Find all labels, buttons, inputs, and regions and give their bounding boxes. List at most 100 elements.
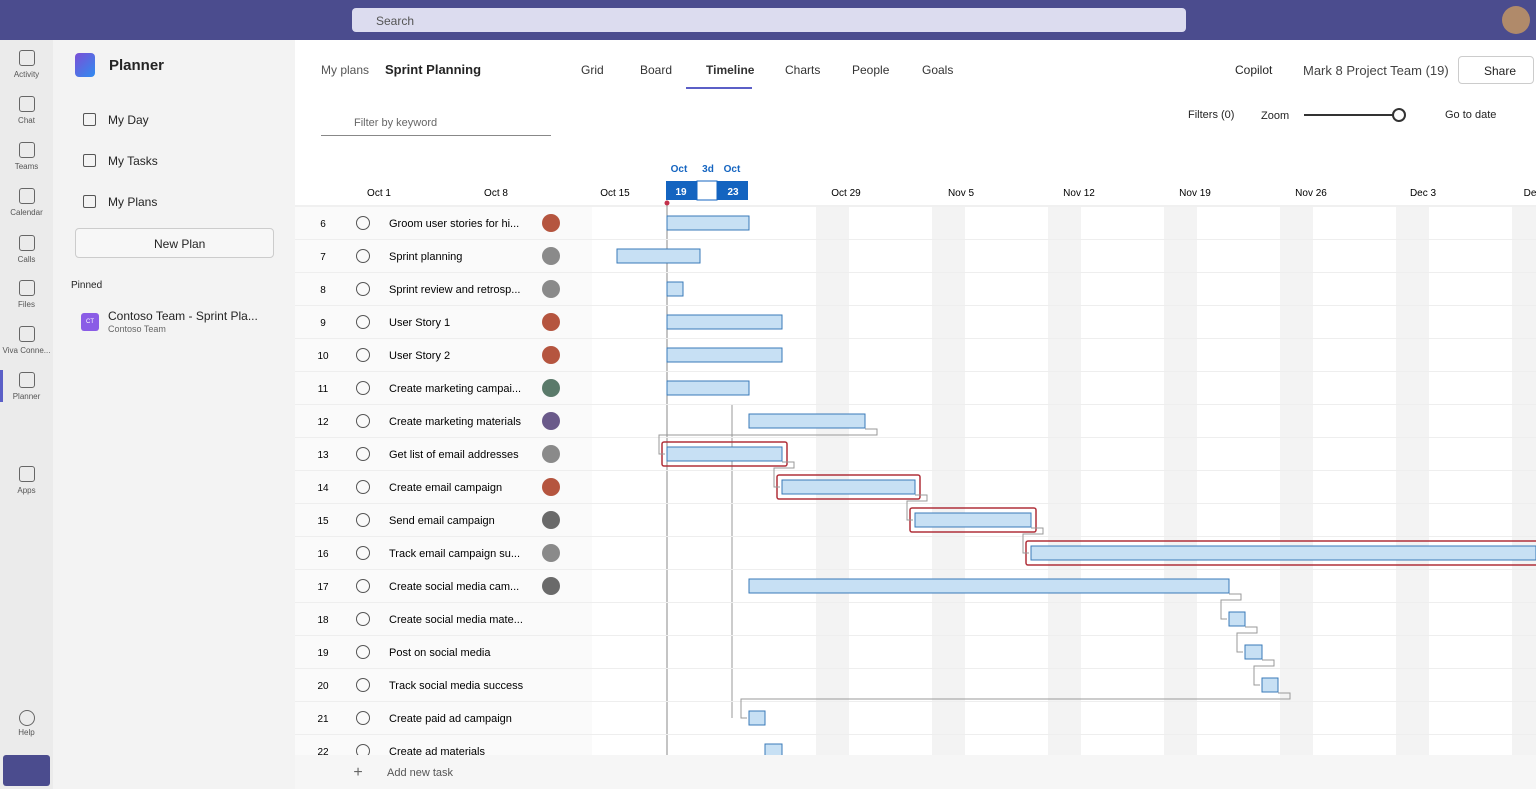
task-name[interactable]: Create email campaign bbox=[389, 482, 502, 494]
plan-title[interactable]: Sprint Planning bbox=[385, 62, 482, 77]
date-label: Nov 19 bbox=[1179, 188, 1211, 199]
dependency-arrow bbox=[773, 461, 795, 488]
rail-icon[interactable] bbox=[19, 142, 35, 158]
task-checkbox[interactable] bbox=[356, 348, 370, 362]
selection-label: 23 bbox=[727, 187, 739, 198]
rail-icon[interactable] bbox=[19, 710, 35, 726]
date-label: Nov 26 bbox=[1295, 188, 1327, 199]
task-checkbox[interactable] bbox=[356, 447, 370, 461]
view-tab[interactable]: Timeline bbox=[706, 63, 755, 77]
task-name[interactable]: Track social media success bbox=[389, 680, 524, 692]
task-bar[interactable] bbox=[914, 512, 1032, 528]
task-bar[interactable] bbox=[748, 413, 866, 429]
task-checkbox[interactable] bbox=[356, 414, 370, 428]
task-bar[interactable] bbox=[666, 380, 750, 396]
task-name[interactable]: Create marketing campai... bbox=[389, 383, 521, 395]
task-checkbox[interactable] bbox=[356, 249, 370, 263]
task-checkbox[interactable] bbox=[356, 678, 370, 692]
download[interactable] bbox=[0, 749, 53, 789]
nav-item[interactable]: My Day bbox=[108, 113, 149, 127]
task-bar[interactable] bbox=[748, 578, 1230, 594]
task-name[interactable]: Create marketing materials bbox=[389, 416, 522, 428]
task-bar[interactable] bbox=[781, 479, 916, 495]
view-tab[interactable]: People bbox=[852, 63, 890, 77]
task-bar[interactable] bbox=[666, 446, 783, 462]
zoom-thumb[interactable] bbox=[1392, 108, 1406, 122]
task-checkbox[interactable] bbox=[356, 315, 370, 329]
go-to-date[interactable]: Go to date bbox=[1445, 109, 1497, 121]
search-box[interactable]: Search bbox=[352, 8, 1186, 32]
task-name[interactable]: Create paid ad campaign bbox=[389, 713, 512, 725]
task-bar[interactable] bbox=[1228, 611, 1246, 627]
task-bar[interactable] bbox=[666, 314, 783, 330]
date-label: Nov 5 bbox=[948, 188, 975, 199]
task-name[interactable]: Track email campaign su... bbox=[389, 548, 520, 560]
view-tab[interactable]: Charts bbox=[785, 63, 821, 77]
task-name[interactable]: Send email campaign bbox=[389, 515, 495, 527]
task-checkbox[interactable] bbox=[356, 381, 370, 395]
task-number: 9 bbox=[320, 318, 326, 329]
task-name[interactable]: User Story 1 bbox=[389, 317, 450, 329]
task-bar[interactable] bbox=[666, 215, 750, 231]
rail-icon[interactable] bbox=[19, 188, 35, 204]
rail-label: Calendar bbox=[10, 208, 43, 217]
pinned-plan-name[interactable]: Contoso Team - Sprint Pla... bbox=[108, 309, 258, 323]
task-name[interactable]: Sprint review and retrosp... bbox=[389, 284, 520, 296]
add-task[interactable]: Add new task bbox=[387, 767, 454, 779]
breadcrumb[interactable]: My plans bbox=[321, 63, 370, 77]
app-bar: Search bbox=[0, 0, 1536, 40]
task-bar[interactable] bbox=[1244, 644, 1263, 660]
sidebar: Planner New Plan Pinned CT Contoso Team … bbox=[53, 40, 295, 789]
view-tab[interactable]: Board bbox=[640, 63, 673, 77]
task-checkbox[interactable] bbox=[356, 513, 370, 527]
task-number: 10 bbox=[317, 351, 329, 362]
rail-icon[interactable] bbox=[19, 372, 35, 388]
team-button[interactable]: Mark 8 Project Team (19) bbox=[1303, 63, 1449, 78]
profile-avatar[interactable] bbox=[1502, 6, 1530, 34]
task-name[interactable]: User Story 2 bbox=[389, 350, 450, 362]
copilot-button[interactable]: Copilot bbox=[1235, 63, 1273, 77]
timeline: Oct 1 Oct 8 Oct 15 Oct 29 Nov 5 Nov 12 Nov 19 N… bbox=[295, 164, 1536, 789]
rail-icon[interactable] bbox=[19, 96, 35, 112]
assignee-avatar bbox=[542, 544, 560, 562]
task-checkbox[interactable] bbox=[356, 282, 370, 296]
rail-label: Teams bbox=[14, 162, 39, 171]
task-checkbox[interactable] bbox=[356, 480, 370, 494]
weekend-shade bbox=[932, 207, 965, 767]
filters-button[interactable]: Filters (0) bbox=[1188, 109, 1235, 121]
task-bar[interactable] bbox=[666, 347, 783, 363]
rail-label: Chat bbox=[18, 116, 35, 125]
task-name[interactable]: Sprint planning bbox=[389, 251, 462, 263]
task-bar[interactable] bbox=[1030, 545, 1536, 561]
view-tab[interactable]: Goals bbox=[922, 63, 954, 77]
task-name[interactable]: Create social media mate... bbox=[389, 614, 523, 626]
task-bar[interactable] bbox=[666, 281, 684, 297]
rail-label: Activity bbox=[13, 70, 40, 79]
task-checkbox[interactable] bbox=[356, 711, 370, 725]
new-plan-button[interactable]: New Plan bbox=[75, 228, 274, 258]
active-tab-indicator bbox=[686, 87, 752, 89]
task-checkbox[interactable] bbox=[356, 546, 370, 560]
task-name[interactable]: Create social media cam... bbox=[389, 581, 519, 593]
task-name[interactable]: Post on social media bbox=[389, 647, 491, 659]
share-button[interactable]: Share bbox=[1458, 56, 1534, 84]
nav-item[interactable]: My Tasks bbox=[108, 154, 158, 168]
task-name[interactable]: Groom user stories for hi... bbox=[389, 218, 519, 230]
view-tab[interactable]: Grid bbox=[581, 63, 604, 77]
task-name[interactable]: Get list of email addresses bbox=[389, 449, 519, 461]
task-bar[interactable] bbox=[616, 248, 701, 264]
task-bar[interactable] bbox=[748, 710, 766, 726]
task-bar[interactable] bbox=[1261, 677, 1279, 693]
nav-item[interactable]: My Plans bbox=[108, 195, 158, 209]
task-checkbox[interactable] bbox=[356, 216, 370, 230]
task-checkbox[interactable] bbox=[356, 579, 370, 593]
rail-icon[interactable] bbox=[19, 235, 35, 251]
zoom-slider[interactable] bbox=[1304, 114, 1400, 116]
rail-icon[interactable] bbox=[19, 280, 35, 296]
filter-input[interactable]: Filter by keyword bbox=[321, 104, 551, 136]
rail-icon[interactable] bbox=[19, 50, 35, 66]
task-checkbox[interactable] bbox=[356, 612, 370, 626]
rail-icon[interactable] bbox=[19, 466, 35, 482]
rail-icon[interactable] bbox=[19, 326, 35, 342]
task-checkbox[interactable] bbox=[356, 645, 370, 659]
